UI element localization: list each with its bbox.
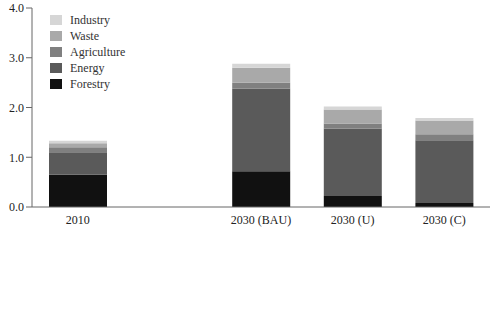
- html-text:Energy: Energy: [70, 60, 105, 75]
- svg-text:2030 (U): 2030 (U): [331, 213, 375, 227]
- svg-text:2010: 2010: [66, 213, 90, 227]
- svg-text:2030 (C): 2030 (C): [423, 213, 466, 227]
- html-text:Waste: Waste: [70, 28, 99, 43]
- svg-text:4.0: 4.0: [9, 1, 24, 15]
- svg-text:0.0: 0.0: [9, 200, 24, 214]
- html-text:Industry: Industry: [70, 12, 110, 27]
- html-text:Forestry: Forestry: [70, 76, 110, 91]
- svg-text:3.0: 3.0: [9, 51, 24, 65]
- svg-text:2030 (BAU): 2030 (BAU): [231, 213, 291, 227]
- html-text:Agriculture: Agriculture: [70, 44, 126, 59]
- svg-text:1.0: 1.0: [9, 151, 24, 165]
- svg-text:2.0: 2.0: [9, 101, 24, 115]
